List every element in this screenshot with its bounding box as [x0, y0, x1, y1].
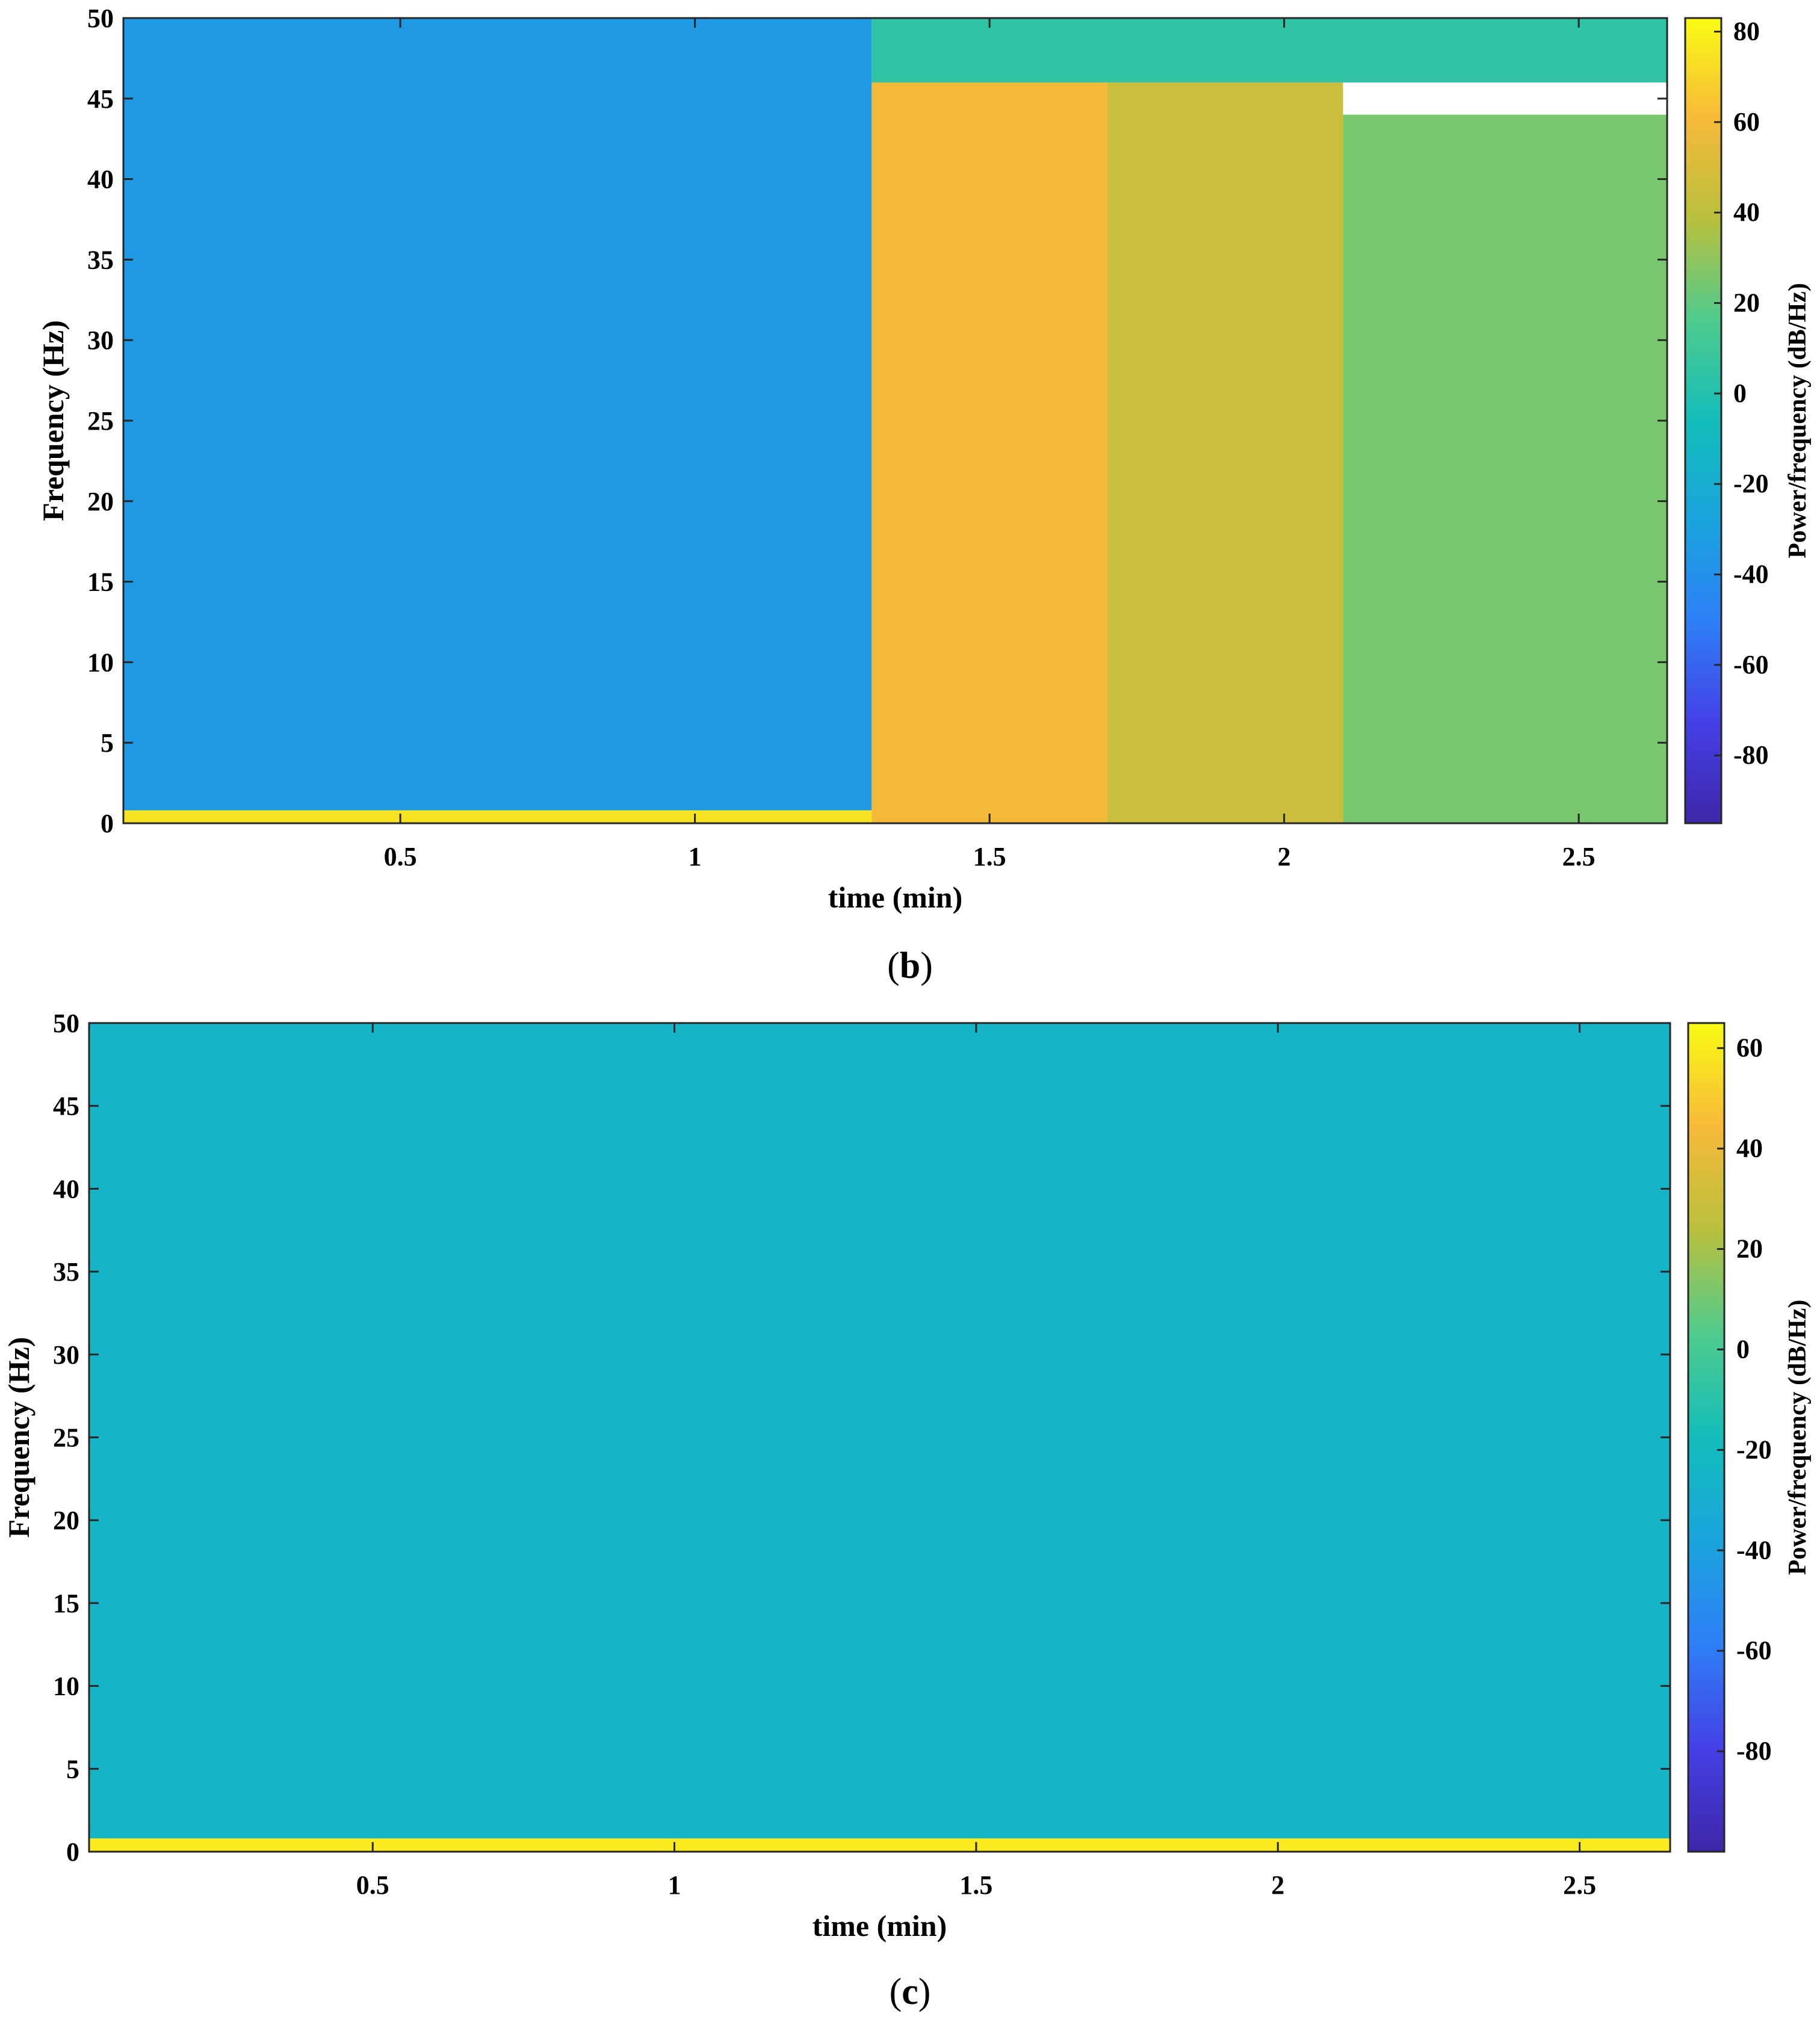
colorbar-tick-label: -80 [1736, 1736, 1772, 1766]
heatmap-region-1 [123, 810, 872, 823]
colorbar-tick-label: -40 [1736, 1535, 1772, 1565]
y-tick-label: 5 [66, 1754, 79, 1784]
colorbar-tick-label: 60 [1733, 107, 1760, 137]
colorbar-tick-label: -20 [1736, 1435, 1772, 1464]
x-tick-label: 2.5 [1562, 842, 1596, 871]
caption-c-letter: c [902, 1971, 918, 2012]
panel-c: 0.5 1 1.5 2 2.5 0 5 10 15 20 25 30 35 40 45 50 time (min… [0, 1005, 1820, 2028]
y-tick-label: 50 [53, 1009, 79, 1038]
colorbar-tick-label: 80 [1733, 17, 1760, 46]
y-tick-label: 20 [53, 1506, 79, 1535]
x-axis-label: time (min) [828, 880, 963, 914]
colorbar-tick-label: -60 [1733, 650, 1769, 679]
heatmap-region-2 [871, 82, 1107, 823]
panel-b: 0.5 1 1.5 2 2.5 0 5 10 15 20 25 30 35 40 45 50 time (min… [0, 0, 1820, 1005]
y-tick-label: 10 [87, 648, 114, 677]
spectrogram-b: 0.5 1 1.5 2 2.5 0 5 10 15 20 25 30 35 40 45 50 time (min… [36, 4, 1812, 914]
colorbar-tick-label: -60 [1736, 1636, 1772, 1665]
x-tick-label: 1 [668, 1870, 681, 1900]
colorbar-tick-label: -80 [1733, 740, 1769, 770]
colorbar-tick-label: -20 [1733, 469, 1769, 498]
x-tick-label: 0.5 [356, 1870, 389, 1900]
colorbar-tick-label: 40 [1736, 1134, 1763, 1163]
x-tick-label: 2.5 [1563, 1870, 1596, 1900]
colorbar-tick-label: 40 [1733, 197, 1760, 227]
caption-b-letter: b [899, 945, 921, 986]
heatmap-region-3 [1107, 82, 1343, 823]
x-tick-label: 1.5 [973, 842, 1006, 871]
x-tick-label: 2 [1278, 842, 1291, 871]
y-tick-label: 5 [101, 728, 114, 758]
y-tick-label: 15 [87, 567, 114, 597]
x-tick-label: 0.5 [384, 842, 417, 871]
caption-b: (b) [887, 945, 933, 986]
y-tick-label: 0 [101, 809, 114, 838]
heatmap-region-5 [871, 18, 1667, 83]
colorbar-tick-label: 20 [1736, 1234, 1763, 1264]
x-axis-label: time (min) [812, 1909, 947, 1943]
heatmap-cells [123, 18, 1667, 823]
y-tick-label: 25 [87, 406, 114, 436]
heatmap-cells [89, 1023, 1670, 1852]
y-tick-label: 0 [66, 1837, 79, 1867]
colorbar [1684, 17, 1722, 824]
y-tick-label: 40 [87, 165, 114, 194]
colorbar [1687, 1022, 1726, 1853]
y-tick-label: 35 [87, 245, 114, 274]
y-tick-label: 30 [53, 1340, 79, 1370]
spectrogram-c: 0.5 1 1.5 2 2.5 0 5 10 15 20 25 30 35 40 45 50 time (min… [2, 1009, 1812, 1943]
y-tick-label: 50 [87, 4, 114, 33]
colorbar-tick-label: -40 [1733, 560, 1769, 589]
y-tick-label: 10 [53, 1672, 79, 1701]
y-tick-label: 20 [87, 487, 114, 516]
y-tick-label: 15 [53, 1589, 79, 1618]
y-tick-label: 45 [53, 1092, 79, 1121]
colorbar-tick-label: 0 [1736, 1334, 1750, 1364]
x-tick-label: 1 [689, 842, 702, 871]
caption-c: (c) [889, 1971, 931, 2012]
colorbar-tick-label: 20 [1733, 288, 1760, 318]
heatmap-region-4 [1343, 114, 1667, 823]
y-axis-label: Frequency (Hz) [2, 1337, 36, 1538]
heatmap-region-0 [89, 1023, 1670, 1838]
heatmap-region-1 [89, 1838, 1670, 1852]
y-tick-label: 45 [87, 84, 114, 114]
heatmap-region-0 [123, 18, 872, 811]
y-tick-label: 35 [53, 1257, 79, 1287]
y-tick-label: 40 [53, 1174, 79, 1204]
colorbar-tick-label: 60 [1736, 1033, 1763, 1063]
x-tick-label: 1.5 [959, 1870, 992, 1900]
y-tick-label: 25 [53, 1423, 79, 1453]
x-tick-label: 2 [1271, 1870, 1284, 1900]
colorbar-label: Power/frequency (dB/Hz) [1784, 1300, 1812, 1575]
y-axis-label: Frequency (Hz) [36, 320, 70, 521]
colorbar-tick-label: 0 [1733, 379, 1747, 408]
colorbar-label: Power/frequency (dB/Hz) [1784, 283, 1812, 558]
y-tick-label: 30 [87, 326, 114, 355]
